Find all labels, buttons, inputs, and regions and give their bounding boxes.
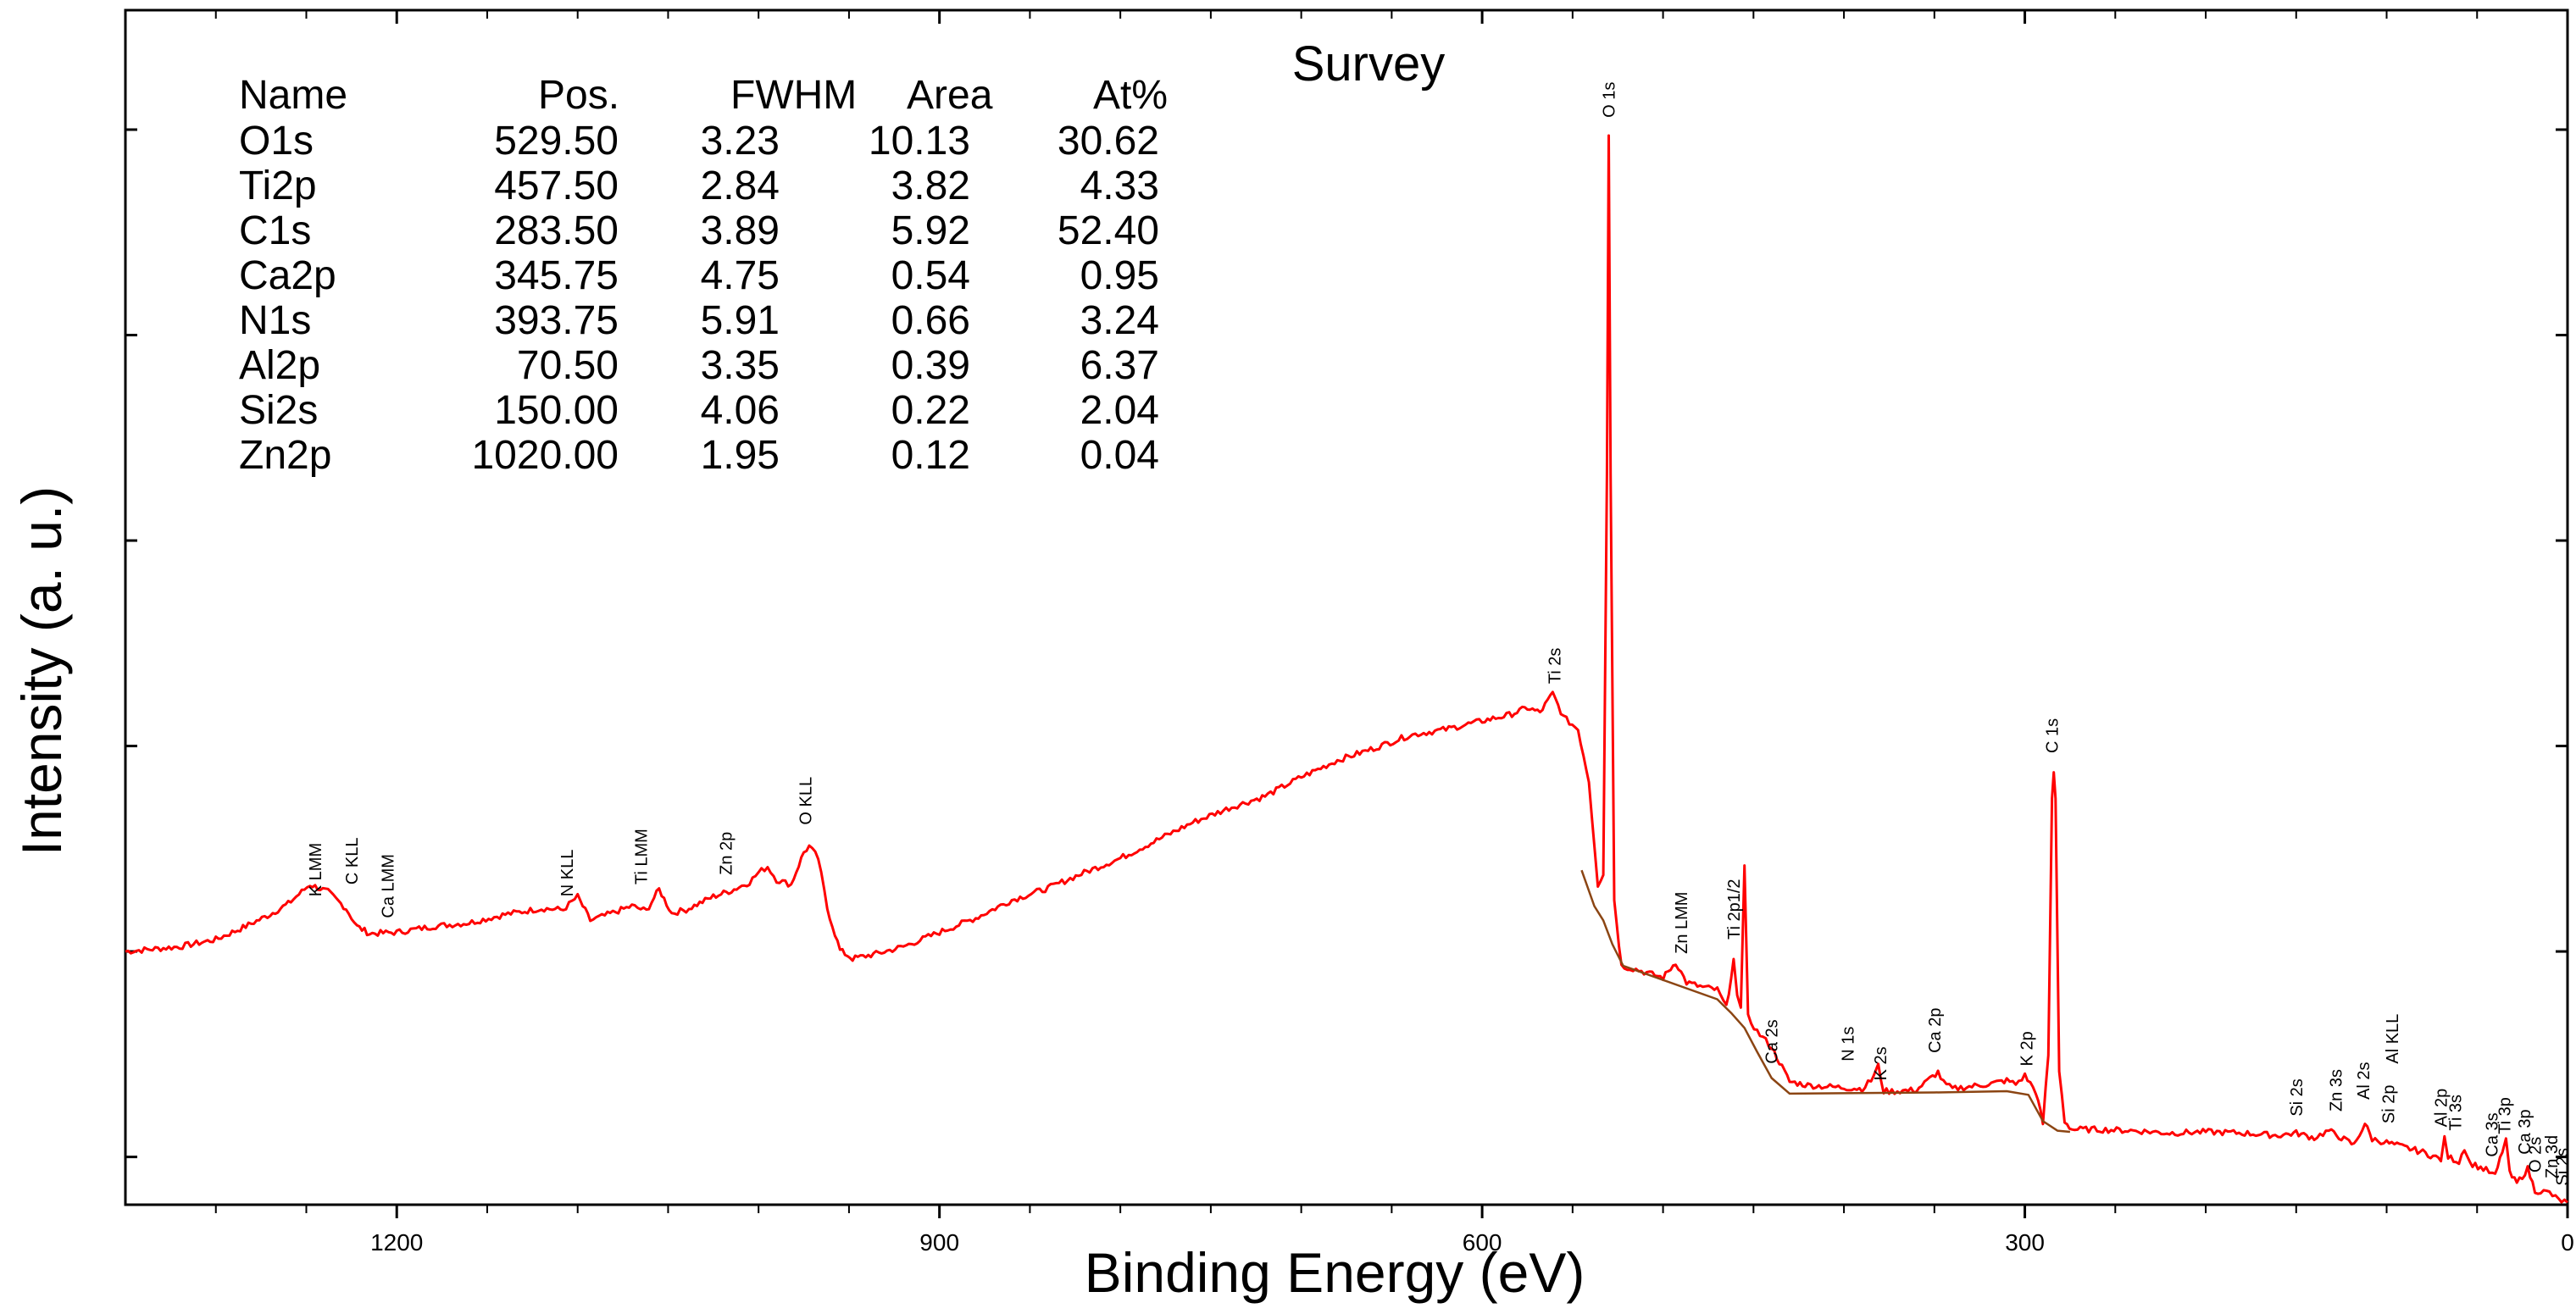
peak-label: Ca 3p [2516, 1109, 2534, 1154]
table-cell: 4.75 [701, 253, 780, 298]
peak-label: O 2s [2527, 1137, 2545, 1173]
peak-label: Zn 2p [718, 832, 736, 875]
table-cell: C1s [239, 208, 311, 253]
table-cell: 30.62 [1058, 119, 1159, 164]
peak-label: Si 2s [2288, 1078, 2307, 1116]
table-cell: 3.82 [891, 164, 970, 208]
x-tick-label: 1200 [370, 1229, 423, 1256]
x-axis-label: Binding Energy (eV) [1085, 1241, 1585, 1304]
table-cell: O1s [239, 119, 314, 164]
peak-label: Al KLL [2384, 1014, 2402, 1064]
table-cell: 3.24 [1080, 298, 1159, 343]
table-cell: 6.37 [1080, 343, 1159, 388]
table-cell: 3.23 [701, 119, 780, 164]
series-line-spectrum [125, 134, 2568, 1204]
table-cell: 393.75 [494, 298, 619, 343]
peak-label: C KLL [343, 838, 362, 885]
peak-label: Zn LMM [1673, 892, 1691, 954]
peak-label: Ca 3s [2483, 1112, 2501, 1156]
table-cell: 345.75 [494, 253, 619, 298]
table-cell: 3.35 [701, 343, 780, 388]
peak-label: N KLL [558, 850, 577, 897]
table-cell: 2.04 [1080, 388, 1159, 433]
table-cell: 5.92 [891, 208, 970, 253]
table-cell: 0.12 [891, 433, 970, 478]
table-cell: Al2p [239, 343, 320, 388]
peak-label: Si 2s [2554, 1148, 2573, 1185]
table-cell: 0.04 [1080, 433, 1159, 478]
table-cell: Zn2p [239, 433, 331, 478]
y-axis-label: Intensity (a. u.) [10, 486, 73, 857]
table-cell: 4.33 [1080, 164, 1159, 208]
peak-label: O KLL [797, 777, 816, 825]
peak-label: Al 2p [2433, 1089, 2451, 1128]
peak-label: Ca LMM [380, 854, 398, 918]
table-cell: Ti2p [239, 164, 317, 208]
peak-label: Ca 2p [1926, 1008, 1945, 1053]
x-tick-label: 900 [919, 1229, 959, 1256]
table-cell: 2.84 [701, 164, 780, 208]
x-tick-label: 300 [2005, 1229, 2045, 1256]
table-cell: 0.39 [891, 343, 970, 388]
peak-labels: K LMM C KLL Ca LMM N KLL Ti LMM Zn 2p O KLL Ti … [307, 82, 2572, 1186]
x-tick-label: 600 [1463, 1229, 1502, 1256]
table-cell: 283.50 [494, 208, 619, 253]
peak-label: K LMM [307, 843, 325, 896]
x-tick-label: 0 [2561, 1229, 2574, 1256]
table-header: At% [1093, 73, 1168, 118]
table-header: Pos. [538, 73, 619, 118]
axis-ticks: 1200 900 600 300 0 [125, 10, 2574, 1256]
peak-label: Ti 2p1/2 [1725, 879, 1744, 940]
table-cell: 4.06 [701, 388, 780, 433]
table-header: FWHM [730, 73, 857, 118]
plot-frame [124, 8, 2569, 1206]
chart-title: Survey [1292, 36, 1446, 91]
table-cell: 0.54 [891, 253, 970, 298]
table-cell: 150.00 [494, 388, 619, 433]
table-cell: 1020.00 [471, 433, 619, 478]
table-cell: 3.89 [701, 208, 780, 253]
peak-label: Al 2s [2355, 1062, 2373, 1099]
table-cell: 0.22 [891, 388, 970, 433]
peak-label: K 2p [2018, 1031, 2037, 1066]
peak-label: Ti LMM [632, 829, 651, 884]
table-cell: N1s [239, 298, 311, 343]
table-cell: 0.95 [1080, 253, 1159, 298]
table-cell: 10.13 [869, 119, 970, 164]
peak-label: Si 2p [2380, 1085, 2399, 1124]
peak-label: O 1s [1601, 82, 1619, 118]
peak-label: Ca 2s [1763, 1019, 1782, 1063]
table-header: Name [239, 73, 347, 118]
table-cell: Ca2p [239, 253, 336, 298]
series-layer [125, 134, 2568, 1204]
quantification-table: Name Pos. FWHM Area At% O1s 529.50 3.23 10.13 30.… [239, 73, 1168, 478]
peak-label: K 2s [1872, 1046, 1890, 1080]
table-cell: 529.50 [494, 119, 619, 164]
peak-label: N 1s [1839, 1027, 1857, 1062]
table-cell: 457.50 [494, 164, 619, 208]
peak-label: C 1s [2044, 718, 2062, 753]
table-cell: 0.66 [891, 298, 970, 343]
peak-label: Ti 3p [2496, 1097, 2514, 1134]
peak-label: Ti 2s [1546, 648, 1565, 685]
peak-label: Ti 3s [2447, 1095, 2466, 1131]
table-cell: 52.40 [1058, 208, 1159, 253]
peak-label: Zn 3s [2328, 1069, 2346, 1112]
table-cell: 70.50 [517, 343, 619, 388]
table-cell: Si2s [239, 388, 318, 433]
table-cell: 5.91 [701, 298, 780, 343]
table-header: Area [907, 73, 993, 118]
peak-label: Zn 3d [2543, 1135, 2562, 1178]
series-line-background [1580, 869, 2071, 1134]
table-cell: 1.95 [701, 433, 780, 478]
